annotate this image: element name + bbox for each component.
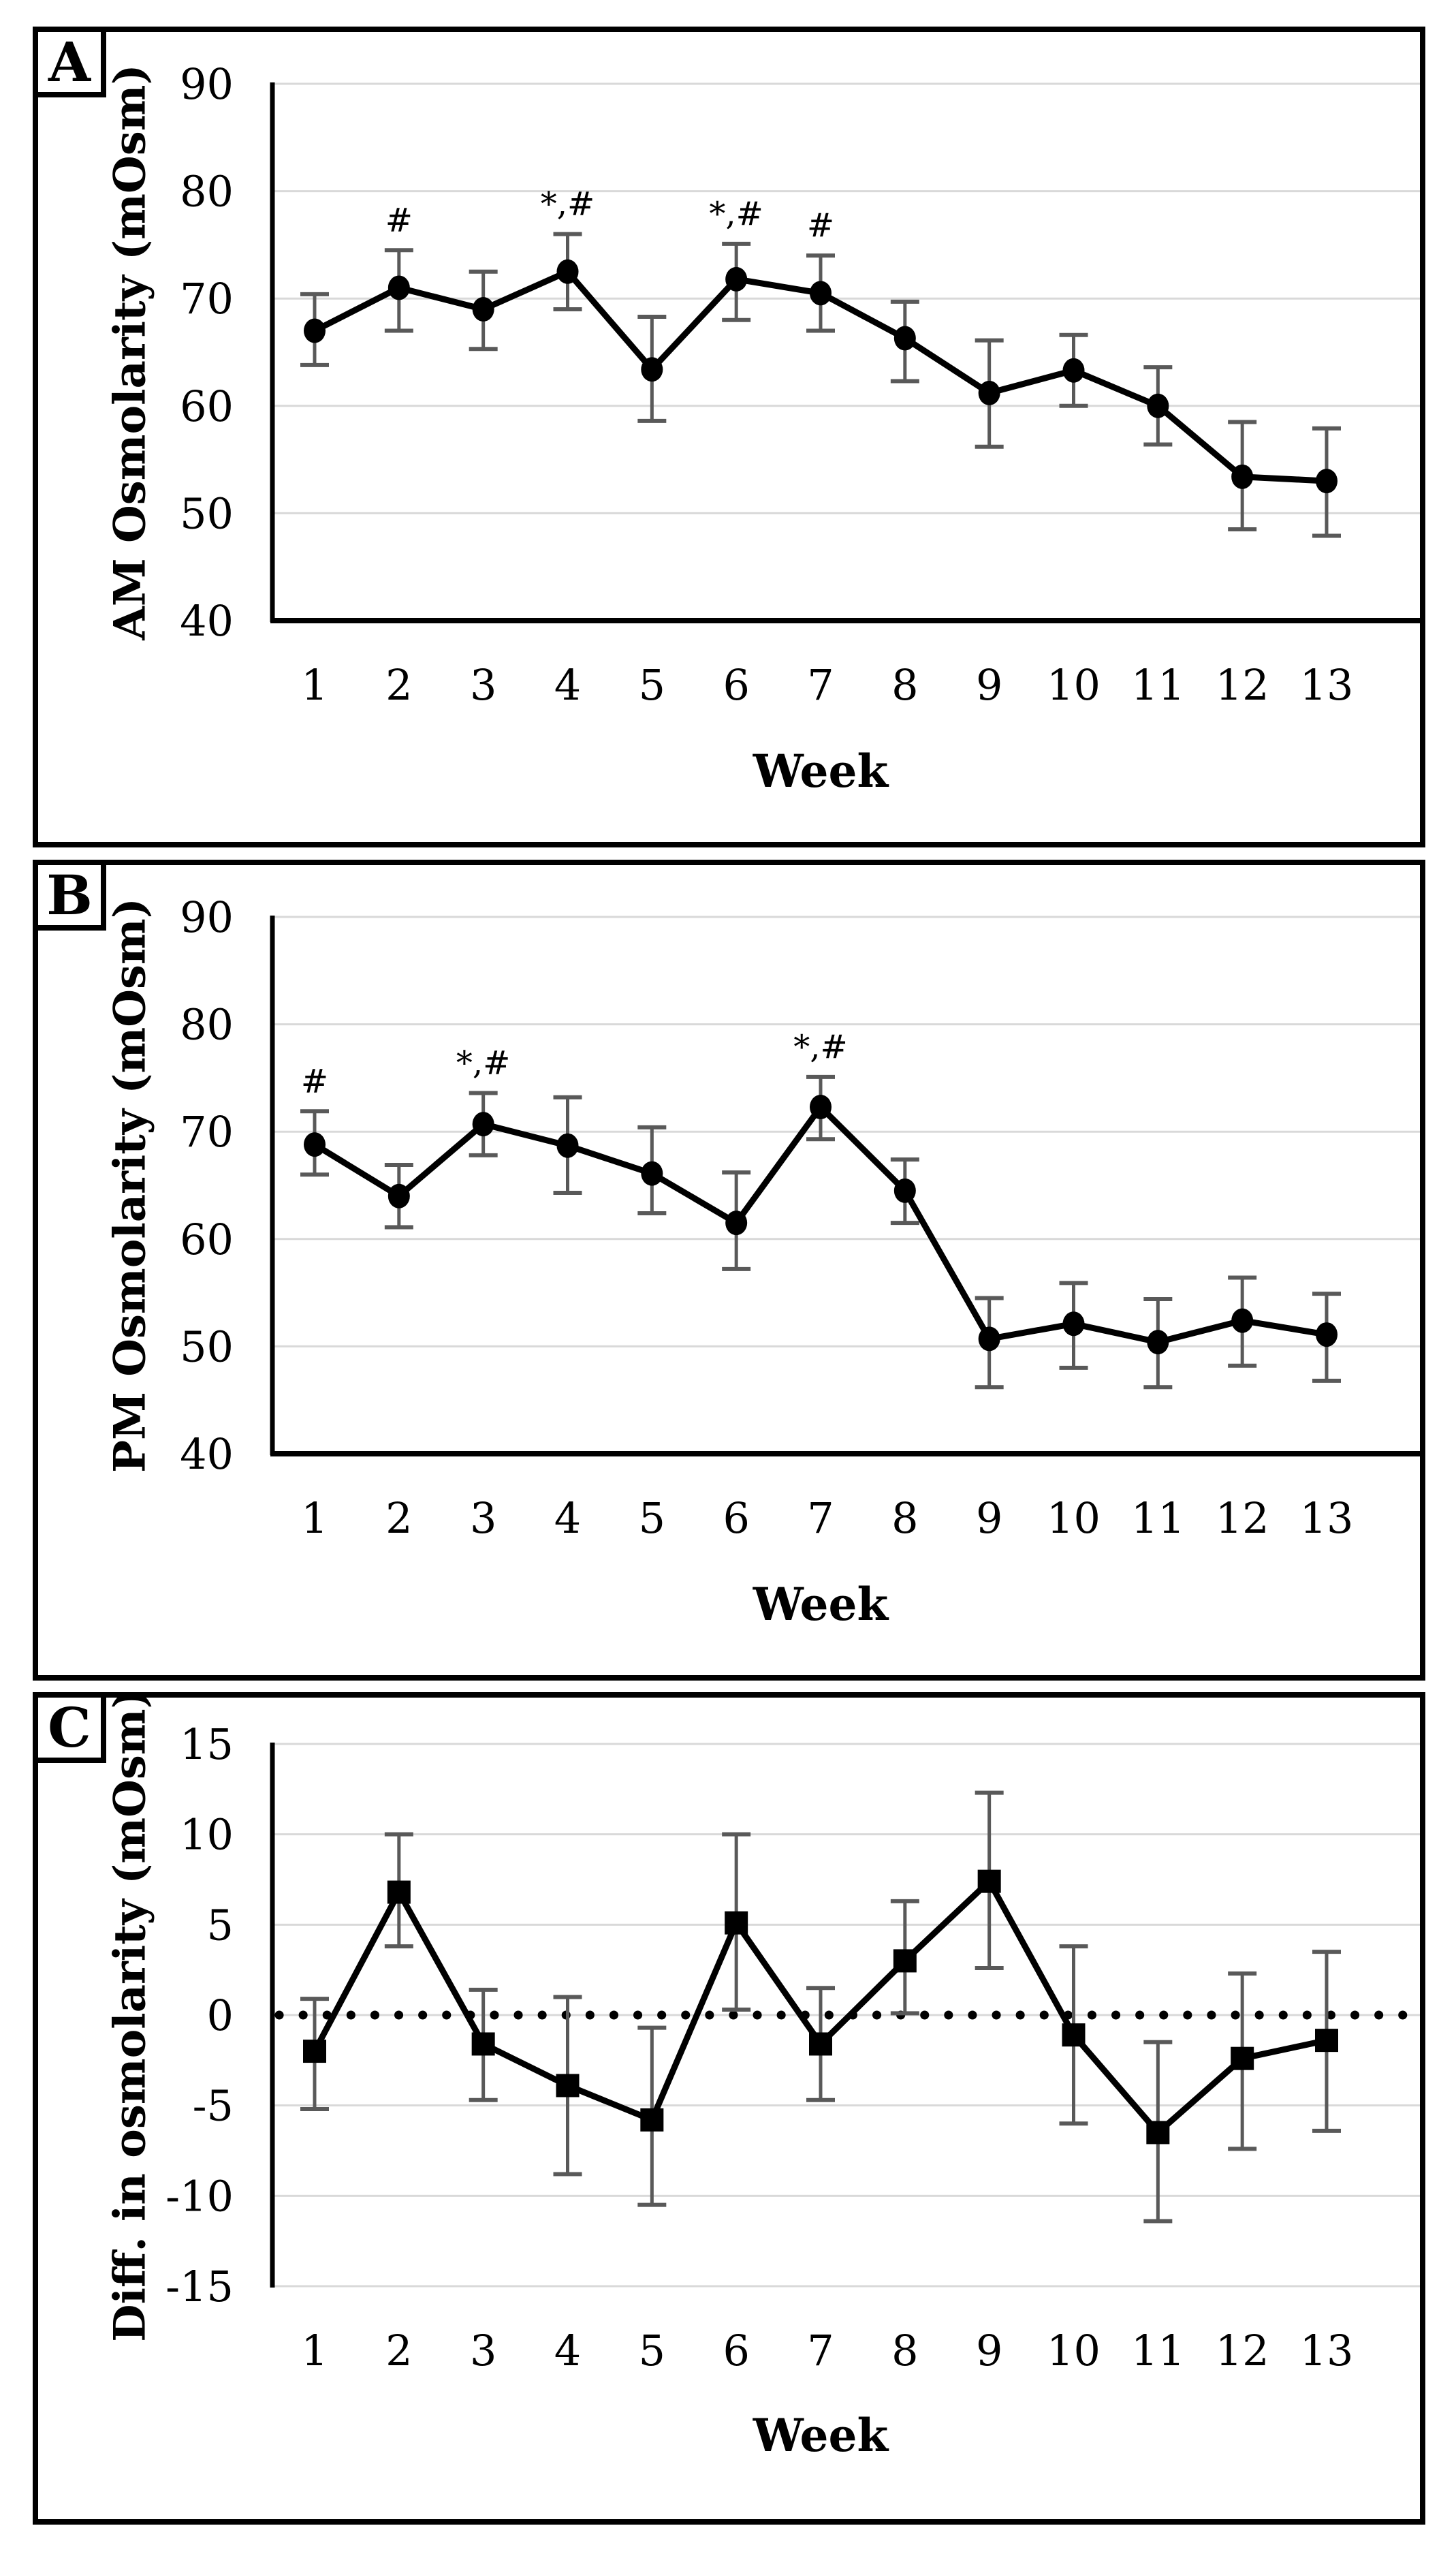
svg-text:-15: -15 — [165, 2262, 234, 2311]
svg-text:*,#: *,# — [456, 1044, 510, 1082]
svg-text:7: 7 — [807, 1493, 834, 1543]
panel-a-y-axis-title: AM Osmolarity (mOsm) — [104, 64, 156, 640]
svg-text:12: 12 — [1216, 2326, 1269, 2375]
svg-text:1: 1 — [301, 660, 328, 710]
panel-b: B PM Osmolarity (mOsm) 90 80 70 60 50 40 1 2 3 4 5… — [33, 860, 1425, 1681]
svg-text:13: 13 — [1300, 1493, 1354, 1543]
svg-text:#: # — [807, 206, 834, 245]
svg-text:-10: -10 — [165, 2171, 234, 2221]
svg-text:7: 7 — [807, 2326, 834, 2375]
panel-c-x-axis-title: Week — [753, 2409, 889, 2462]
panel-b-x-axis-title: Week — [753, 1578, 889, 1631]
svg-text:70: 70 — [180, 274, 234, 324]
panel-c: C Diff. in osmolarity (mOsm) 15 10 5 0 -5 -10… — [33, 1688, 1425, 2525]
svg-text:13: 13 — [1300, 2326, 1354, 2375]
svg-text:12: 12 — [1216, 660, 1269, 710]
panel-a-letter: A — [48, 30, 91, 94]
svg-text:3: 3 — [470, 1493, 496, 1543]
panel-b-y-axis-title: PM Osmolarity (mOsm) — [104, 897, 156, 1473]
svg-text:2: 2 — [385, 1493, 412, 1543]
svg-text:3: 3 — [470, 660, 496, 710]
svg-text:60: 60 — [180, 1215, 234, 1264]
svg-text:8: 8 — [891, 1493, 918, 1543]
svg-text:40: 40 — [180, 596, 234, 646]
svg-text:8: 8 — [891, 2326, 918, 2375]
svg-text:10: 10 — [1047, 1493, 1101, 1543]
svg-text:80: 80 — [180, 1000, 234, 1050]
svg-text:4: 4 — [554, 1493, 581, 1543]
svg-text:10: 10 — [1047, 660, 1101, 710]
svg-text:10: 10 — [180, 1810, 234, 1860]
panel-c-letter: C — [48, 1696, 91, 1760]
panel-a-x-axis-title: Week — [753, 745, 889, 798]
svg-text:-5: -5 — [193, 2081, 234, 2131]
svg-text:*,#: *,# — [709, 195, 763, 233]
svg-text:13: 13 — [1300, 660, 1354, 710]
svg-text:50: 50 — [180, 1322, 234, 1371]
svg-text:1: 1 — [301, 2326, 328, 2375]
svg-text:#: # — [301, 1062, 328, 1100]
svg-text:9: 9 — [976, 2326, 1002, 2375]
svg-text:*,#: *,# — [541, 185, 595, 223]
svg-text:80: 80 — [180, 167, 234, 217]
svg-text:4: 4 — [554, 660, 581, 710]
svg-text:2: 2 — [385, 2326, 412, 2375]
svg-text:4: 4 — [554, 2326, 581, 2375]
svg-text:6: 6 — [723, 1493, 749, 1543]
svg-text:12: 12 — [1216, 1493, 1269, 1543]
svg-text:9: 9 — [976, 1493, 1002, 1543]
svg-text:*,#: *,# — [793, 1028, 847, 1066]
panel-b-letter: B — [46, 863, 93, 927]
svg-text:5: 5 — [639, 2326, 665, 2375]
svg-text:70: 70 — [180, 1107, 234, 1157]
svg-text:#: # — [385, 201, 413, 239]
panel-c-y-axis-title: Diff. in osmolarity (mOsm) — [104, 1688, 156, 2342]
svg-text:10: 10 — [1047, 2326, 1101, 2375]
panel-b-label-box: B — [38, 865, 106, 931]
svg-text:40: 40 — [180, 1429, 234, 1479]
panel-c-label-box: C — [38, 1698, 106, 1763]
svg-text:11: 11 — [1131, 2326, 1185, 2375]
svg-text:0: 0 — [207, 1991, 234, 2040]
svg-text:9: 9 — [976, 660, 1002, 710]
svg-text:6: 6 — [723, 2326, 749, 2375]
svg-text:11: 11 — [1131, 1493, 1185, 1543]
svg-text:11: 11 — [1131, 660, 1185, 710]
svg-text:5: 5 — [639, 1493, 665, 1543]
svg-text:50: 50 — [180, 488, 234, 538]
svg-text:90: 90 — [180, 59, 234, 109]
svg-text:5: 5 — [207, 1900, 234, 1950]
svg-text:15: 15 — [180, 1719, 234, 1769]
svg-text:90: 90 — [180, 892, 234, 942]
svg-text:7: 7 — [807, 660, 834, 710]
svg-text:1: 1 — [301, 1493, 328, 1543]
svg-text:5: 5 — [639, 660, 665, 710]
svg-text:2: 2 — [385, 660, 412, 710]
panel-a-label-box: A — [38, 32, 106, 97]
svg-text:3: 3 — [470, 2326, 496, 2375]
svg-text:8: 8 — [891, 660, 918, 710]
svg-text:6: 6 — [723, 660, 749, 710]
panel-a: A AM Osmolarity (mOsm) 90 80 70 60 50 40 1 2 3 4 5… — [33, 27, 1425, 847]
svg-text:60: 60 — [180, 381, 234, 431]
